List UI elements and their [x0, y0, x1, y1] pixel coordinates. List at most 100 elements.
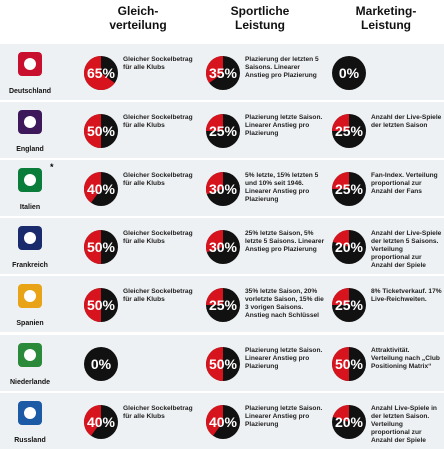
share-wedge: [84, 172, 101, 203]
share-circle: 20%: [332, 404, 366, 439]
share-circle: 50%: [206, 346, 240, 381]
circle-base: [84, 346, 118, 381]
share-label: 25%: [335, 123, 364, 139]
cell-description: Plazierung der letzten 5 Saisons. Linear…: [245, 56, 319, 79]
share-circle: 50%: [84, 114, 118, 149]
column-header: Sportliche Leistung: [230, 4, 290, 32]
column-header: Marketing- Leistung: [355, 4, 417, 32]
country-name: England: [16, 146, 44, 154]
share-wedge: [206, 230, 223, 253]
cell-description: 25% letzte Saison, 5% letzte 5 Saisons. …: [245, 230, 325, 254]
country-name: Italien: [19, 204, 41, 212]
share-label: 25%: [209, 297, 238, 313]
share-wedge: [332, 346, 349, 381]
share-label: 30%: [209, 239, 238, 255]
league-logo: [18, 400, 42, 425]
cell-description: Gleicher Sockelbetrag für alle Klubs: [123, 288, 193, 304]
share-circle: 20%: [332, 230, 366, 265]
share-circle: 0%: [332, 56, 366, 91]
table-row: Frankreich 50% Gleicher Sockelbetrag für a…: [0, 216, 444, 275]
cell-description: Gleicher Sockelbetrag für alle Klubs: [123, 172, 193, 188]
share-label: 50%: [209, 356, 238, 372]
cell-description: Gleicher Sockelbetrag für alle Klubs: [123, 56, 193, 71]
share-wedge: [84, 56, 115, 91]
circle-base: [332, 56, 366, 91]
league-logo: [18, 226, 42, 251]
share-circle: 25%: [206, 288, 240, 323]
share-label: 25%: [209, 123, 238, 139]
share-wedge: [84, 230, 101, 265]
share-wedge: [206, 56, 223, 84]
table-row: Deutschland 65% Gleicher Sockelbetrag für …: [0, 42, 444, 101]
share-label: 25%: [335, 181, 364, 197]
cell-description: Gleicher Sockelbetrag für alle Klubs: [123, 404, 193, 420]
share-wedge: [84, 404, 101, 436]
league-logo: [18, 342, 42, 367]
share-wedge: [206, 114, 223, 132]
share-label: 40%: [87, 181, 116, 197]
share-circle: 50%: [84, 230, 118, 265]
league-logo: [18, 52, 42, 76]
share-wedge: [84, 114, 101, 149]
table-row: England 50% Gleicher Sockelbetrag für alle…: [0, 100, 444, 159]
share-label: 40%: [209, 414, 238, 430]
cell-description: Fan-Index. Verteilung proportional zur A…: [371, 172, 438, 196]
share-circle: 40%: [206, 404, 240, 439]
share-label: 0%: [339, 65, 360, 81]
share-circle: 50%: [84, 288, 118, 323]
share-wedge: [84, 288, 101, 323]
share-circle: 30%: [206, 172, 240, 207]
cell-description: Plazierung letzte Saison. Linearer Ansti…: [245, 404, 323, 428]
share-label: 30%: [209, 181, 238, 197]
share-label: 35%: [209, 65, 238, 81]
share-label: 20%: [335, 414, 364, 430]
share-wedge: [206, 172, 223, 195]
table-row: Niederlande 0% 50% Plazierung letzte Saison…: [0, 332, 444, 391]
share-circle: 40%: [84, 404, 118, 439]
share-label: 50%: [335, 356, 364, 372]
country-name: Spanien: [16, 320, 44, 328]
country-name: Deutschland: [8, 88, 51, 96]
share-label: 0%: [91, 356, 112, 372]
share-label: 25%: [335, 297, 364, 313]
cell-description: Attraktivität. Verteilung nach „Club Pos…: [371, 346, 440, 370]
table-row: Italien * 40% Gleicher Sockelbetrag für all…: [0, 158, 444, 217]
share-label: 65%: [87, 65, 116, 81]
share-label: 20%: [335, 239, 364, 255]
share-circle: 25%: [206, 114, 240, 149]
league-logo: [18, 168, 42, 193]
share-circle: 35%: [206, 56, 240, 91]
share-label: 50%: [87, 297, 116, 313]
share-circle: 65%: [84, 56, 118, 91]
share-circle: 25%: [332, 288, 366, 323]
cell-description: Gleicher Sockelbetrag für alle Klubs: [123, 230, 193, 246]
table-row: Spanien 50% Gleicher Sockelbetrag für alle…: [0, 274, 444, 333]
cell-description: Plazierung letzte Saison. Linearer Ansti…: [245, 114, 323, 138]
share-wedge: [332, 404, 349, 422]
league-logo: [18, 110, 42, 135]
share-label: 50%: [87, 123, 116, 139]
share-circle: 30%: [206, 230, 240, 265]
cell-description: 5% letzte, 15% letzten 5 und 10% seit 19…: [245, 172, 319, 204]
cell-description: Anzahl der Live-Spiele der letzten 5 Sai…: [371, 230, 442, 270]
share-circle: 25%: [332, 114, 366, 149]
cell-description: 35% letzte Saison, 20% vorletzte Saison,…: [245, 288, 324, 320]
share-label: 40%: [87, 414, 116, 430]
country-name: Frankreich: [12, 262, 48, 270]
share-circle: 0%: [84, 346, 118, 381]
country-name: Russland: [14, 436, 46, 444]
share-circle: 25%: [332, 172, 366, 207]
column-header: Gleich- verteilung: [109, 4, 167, 32]
share-wedge: [332, 172, 349, 190]
share-wedge: [206, 346, 223, 381]
cell-description: Anzahl Live-Spiele in der letzten Saison…: [371, 404, 437, 444]
share-wedge: [206, 404, 223, 436]
share-wedge: [332, 230, 349, 248]
cell-description: Plazierung letzte Saison. Linearer Ansti…: [245, 346, 323, 370]
cell-description: Anzahl der Live-Spiele der letzten Saiso…: [371, 114, 442, 130]
footnote-mark: *: [50, 162, 54, 173]
share-circle: 40%: [84, 172, 118, 207]
country-name: Niederlande: [9, 378, 51, 386]
share-wedge: [206, 288, 223, 306]
